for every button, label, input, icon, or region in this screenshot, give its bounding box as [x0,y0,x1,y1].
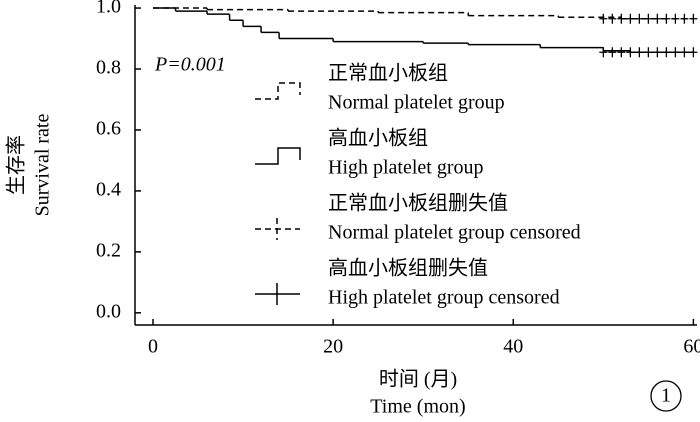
censor-mark [662,13,671,24]
censor-mark [608,47,617,58]
y-tick-label: 0.4 [96,178,121,200]
legend-label: 高血小板组删失值 [328,257,488,280]
censor-mark [644,47,653,58]
censor-mark [635,13,644,24]
censor-mark [635,47,644,58]
y-axis-label-en: Survival rate [32,114,54,217]
legend-symbol [255,82,301,100]
x-axis-label: 时间 (月) [379,368,457,391]
x-tick-label: 0 [148,336,158,358]
censor-mark [626,13,635,24]
censor-mark [680,13,689,24]
x-tick-label: 60 [683,336,700,358]
x-axis-label-en: Time (mon) [370,396,465,418]
legend-label-en: High platelet group censored [328,287,560,309]
censor-mark [617,13,626,24]
censor-mark [662,47,671,58]
legend-symbol [255,283,300,305]
figure-number: 1 [661,385,671,407]
y-tick-label: 0.8 [96,57,121,79]
y-tick-label: 0.2 [96,239,121,261]
censor-mark [680,47,689,58]
x-tick-label: 40 [503,336,523,358]
censor-mark [671,13,680,24]
y-tick-label: 0.6 [96,118,121,140]
y-tick-label: 1.0 [96,0,121,18]
censor-mark [671,47,680,58]
censor-mark [653,47,662,58]
legend-label: 高血小板组 [328,127,428,150]
censor-mark [644,13,653,24]
legend-label: 正常血小板组删失值 [328,192,508,215]
censor-mark [599,13,608,24]
y-axis-label: 生存率 [5,135,28,195]
censor-mark [689,47,698,58]
legend-label-en: Normal platelet group censored [328,222,581,244]
legend-label-en: High platelet group [328,157,484,179]
legend-symbol [255,218,300,240]
figure-number-circle [650,380,682,412]
censor-mark [689,13,698,24]
legend-label-en: Normal platelet group [328,92,505,114]
annotation: P=0.001 [154,54,226,76]
legend-symbol [255,147,301,165]
censor-mark [617,47,626,58]
censor-mark [653,13,662,24]
censor-mark [626,47,635,58]
censor-mark [608,13,617,24]
legend-label: 正常血小板组 [328,62,448,85]
x-tick-label: 20 [323,336,343,358]
y-tick-label: 0.0 [96,300,121,322]
censor-mark [599,47,608,58]
